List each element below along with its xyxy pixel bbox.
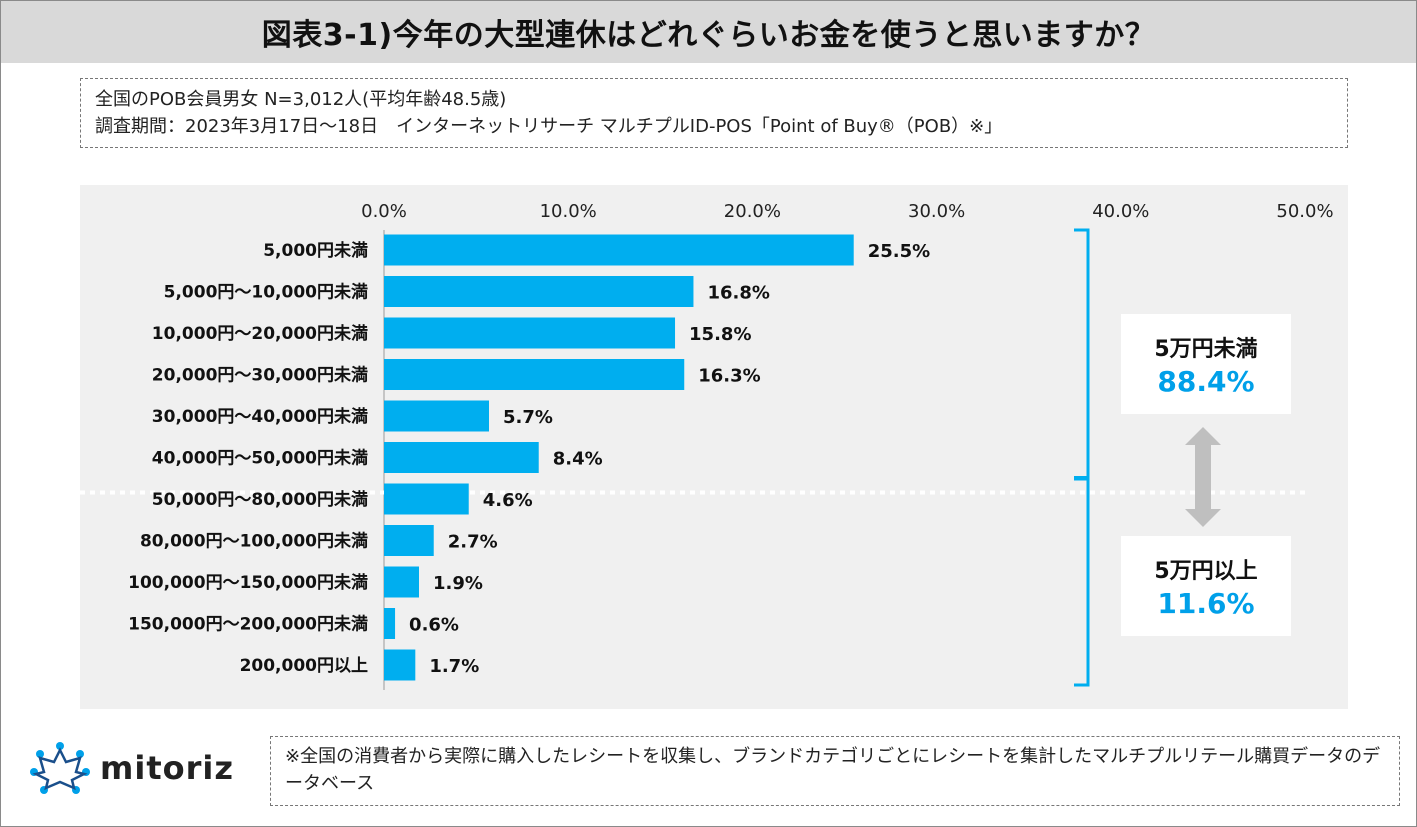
x-tick-label: 40.0% <box>1092 201 1149 222</box>
x-tick-label: 50.0% <box>1276 201 1333 222</box>
x-tick-label: 30.0% <box>908 201 965 222</box>
bar-chart: 0.0% 10.0% 20.0% 30.0% 40.0% 50.0% 5,000円未満 25.… <box>80 201 1334 690</box>
title-bar: 図表3-1)今年の大型連休はどれぐらいお金を使うと思いますか？ <box>1 1 1416 63</box>
summary-box-over-50k: 5万円以上 11.6% <box>1121 536 1291 636</box>
category-label: 40,000円〜50,000円未満 <box>152 448 368 469</box>
x-tick-label: 10.0% <box>540 201 597 222</box>
summary-value-under-50k: 88.4% <box>1157 364 1255 398</box>
category-label: 30,000円〜40,000円未満 <box>152 406 368 427</box>
data-label: 16.8% <box>707 283 769 304</box>
data-label: 8.4% <box>553 449 603 470</box>
data-label: 15.8% <box>689 324 751 345</box>
footer-note: ※全国の消費者から実際に購入したレシートを収集し、ブランドカテゴリごとにレシート… <box>270 736 1400 806</box>
bar <box>384 317 676 349</box>
page-title: 図表3-1)今年の大型連休はどれぐらいお金を使うと思いますか？ <box>261 18 1156 53</box>
x-tick-label: 20.0% <box>724 201 781 222</box>
category-label: 150,000円〜200,000円未満 <box>128 614 368 635</box>
data-label: 25.5% <box>868 241 930 262</box>
survey-period-line: 調査期間：2023年3月17日〜18日 インターネットリサーチ マルチプルID-… <box>95 116 1003 137</box>
bar <box>384 525 434 556</box>
bar <box>384 359 685 390</box>
summary-box-under-50k: 5万円未満 88.4% <box>1121 314 1291 414</box>
bar <box>384 649 416 681</box>
category-label: 5,000円〜10,000円未満 <box>164 282 368 303</box>
data-label: 1.9% <box>433 573 483 594</box>
x-tick-label: 0.0% <box>361 201 407 222</box>
category-label: 10,000円〜20,000円未満 <box>152 323 368 344</box>
summary-label-under-50k: 5万円未満 <box>1154 336 1258 362</box>
category-label: 80,000円〜100,000円未満 <box>140 531 368 552</box>
bar <box>384 400 489 432</box>
category-label: 100,000円〜150,000円未満 <box>128 572 368 593</box>
arrow-down-icon <box>1185 509 1221 527</box>
category-label: 50,000円〜80,000円未満 <box>152 489 368 510</box>
bar <box>384 608 396 639</box>
bar <box>384 442 539 473</box>
brand-logo: mitoriz <box>28 738 234 798</box>
data-label: 0.6% <box>409 615 459 636</box>
bar <box>384 276 694 307</box>
summary-value-over-50k: 11.6% <box>1157 586 1255 620</box>
arrow-up-icon <box>1185 427 1221 445</box>
data-label: 5.7% <box>503 407 553 428</box>
comparison-arrow-shaft <box>1195 443 1211 511</box>
category-label: 200,000円以上 <box>240 656 368 676</box>
group-bracket <box>1074 477 1090 687</box>
survey-info-box: 全国のPOB会員男女 N=3,012人(平均年齢48.5歳) 調査期間：2023… <box>80 78 1348 148</box>
bar <box>384 566 419 598</box>
data-label: 2.7% <box>448 532 498 553</box>
mitoriz-logo-icon <box>30 742 90 794</box>
data-label: 16.3% <box>698 366 760 387</box>
data-label: 4.6% <box>483 490 533 511</box>
data-label: 1.7% <box>429 656 479 677</box>
category-label: 20,000円〜30,000円未満 <box>152 365 368 386</box>
logo-text: mitoriz <box>100 749 234 787</box>
category-label: 5,000円未満 <box>263 240 368 261</box>
bar <box>384 234 854 266</box>
group-bracket <box>1074 228 1090 479</box>
chart-panel: 0.0% 10.0% 20.0% 30.0% 40.0% 50.0% 5,000円未満 25.… <box>80 185 1348 709</box>
summary-label-over-50k: 5万円以上 <box>1154 558 1258 584</box>
survey-sample-line: 全国のPOB会員男女 N=3,012人(平均年齢48.5歳) <box>95 89 507 110</box>
bar <box>384 483 469 515</box>
